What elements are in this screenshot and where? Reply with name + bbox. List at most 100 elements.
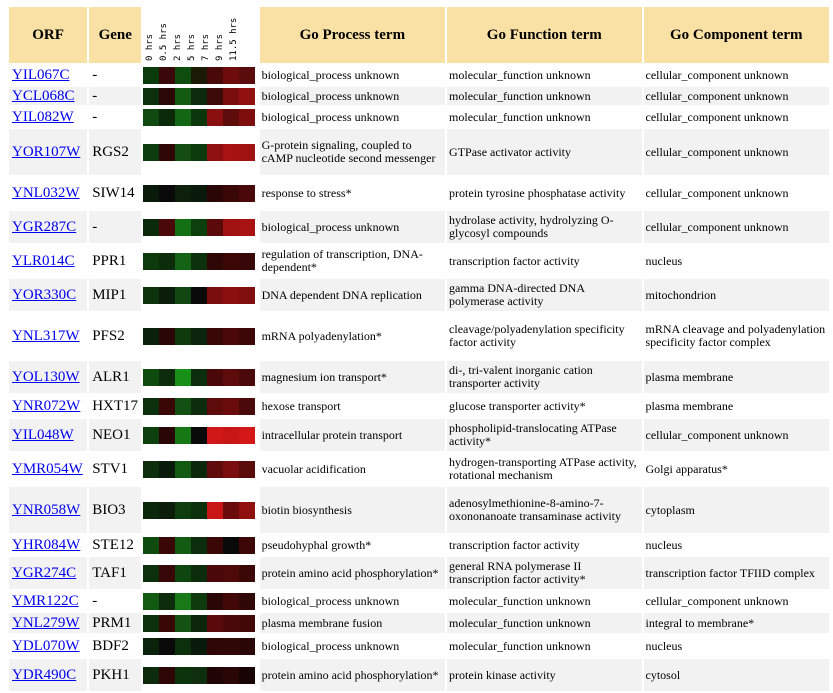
orf-link[interactable]: YNL032W <box>12 184 80 201</box>
heatmap-cell <box>159 536 176 554</box>
orf-link[interactable]: YOR330C <box>12 286 77 303</box>
heatmap-cell <box>223 87 240 105</box>
function-cell: protein tyrosine phosphatase activity <box>449 185 626 200</box>
expression-heatmap <box>143 395 258 417</box>
process-cell: pseudohyphal growth* <box>261 537 372 552</box>
component-cell: Golgi apparatus* <box>645 461 728 476</box>
orf-link[interactable]: YGR287C <box>12 218 77 235</box>
table-row: YOR330C MIP1 DNA dependent DNA replication… <box>9 279 829 311</box>
orf-link[interactable]: YLR014C <box>12 252 75 269</box>
function-cell: cleavage/polyadenylation specificity fac… <box>449 322 625 349</box>
expression-heatmap <box>143 279 258 311</box>
gene-cell: - <box>92 592 98 609</box>
heatmap-cell <box>191 184 208 202</box>
orf-link[interactable]: YHR084W <box>12 536 81 553</box>
orf-cell: YDL070W <box>9 635 87 657</box>
timepoint-text: 0 hrs <box>145 33 156 61</box>
process-cell: biological_process unknown <box>259 211 446 243</box>
heatmap-cell <box>207 252 224 270</box>
process-cell: hexose transport <box>261 398 341 413</box>
orf-link[interactable]: YIL048W <box>12 426 74 443</box>
table-row: YGR274C TAF1 protein amino acid phosphoryl… <box>9 557 829 589</box>
heatmap-cell <box>239 66 256 84</box>
orf-link[interactable]: YOL130W <box>12 368 80 385</box>
heatmap-cell <box>143 66 160 84</box>
heatmap-cell <box>239 592 256 610</box>
orf-link[interactable]: YDR490C <box>12 666 77 683</box>
orf-cell: YHR084W <box>9 535 87 555</box>
expression-heatmap <box>143 659 258 691</box>
heatmap-cell <box>239 252 256 270</box>
expression-heatmap <box>143 535 258 555</box>
heatmap-cell <box>175 666 192 684</box>
heatmap-cell <box>175 286 192 304</box>
heatmap-cell <box>223 501 240 519</box>
expression-heatmap <box>143 557 258 589</box>
heatmap-cell <box>207 536 224 554</box>
heatmap-cell <box>175 397 192 415</box>
heatmap-cell <box>159 184 176 202</box>
orf-link[interactable]: YNL317W <box>12 327 80 344</box>
heatmap-cell <box>207 87 224 105</box>
orf-link[interactable]: YMR122C <box>12 592 79 609</box>
orf-link[interactable]: YDL070W <box>12 637 80 654</box>
expression-heatmap <box>143 107 258 127</box>
heatmap-cell <box>239 87 256 105</box>
heatmap-cell <box>143 666 160 684</box>
orf-link[interactable]: YIL082W <box>12 108 74 125</box>
heatmap-cell <box>143 184 160 202</box>
heatmap-cell <box>239 564 256 582</box>
heatmap-cell <box>159 614 176 632</box>
orf-link[interactable]: YNR058W <box>12 501 81 518</box>
heatmap-cell <box>159 426 176 444</box>
heatmap-cell <box>143 218 160 236</box>
orf-link[interactable]: YNR072W <box>12 397 81 414</box>
orf-link[interactable]: YGR274C <box>12 564 77 581</box>
orf-cell: YDR490C <box>9 659 88 691</box>
process-cell: biotin biosynthesis <box>259 487 446 533</box>
table-row: YMR054W STV1 vacuolar acidification hydroge… <box>9 453 829 485</box>
gene-cell: - <box>92 108 98 125</box>
timepoint-text: 7 hrs <box>201 33 212 61</box>
heatmap-cell <box>191 108 208 126</box>
gene-cell: PKH1 <box>89 659 142 691</box>
heatmap-cell <box>223 327 240 345</box>
orf-link[interactable]: YCL068C <box>12 87 75 104</box>
orf-cell: YLR014C <box>9 245 87 277</box>
heatmap-cell <box>143 252 160 270</box>
heatmap-cell <box>143 536 160 554</box>
expression-heatmap <box>143 591 258 611</box>
table-row: YOL130W ALR1 magnesium ion transport* di-, … <box>9 361 829 393</box>
heatmap-cell <box>159 286 176 304</box>
heatmap-cell <box>159 592 176 610</box>
heatmap-cell <box>159 564 176 582</box>
component-cell: cellular_component unknown <box>645 109 789 124</box>
orf-cell: YOR330C <box>9 279 88 311</box>
heatmap-cell <box>207 637 224 655</box>
heatmap-cell <box>159 501 176 519</box>
process-cell: magnesium ion transport* <box>259 361 446 393</box>
heatmap-cell <box>191 536 208 554</box>
table-row: YNL317W PFS2 mRNA polyadenylation* cleavage… <box>9 313 829 359</box>
heatmap-cell <box>223 66 240 84</box>
orf-cell: YOL130W <box>9 361 88 393</box>
orf-link[interactable]: YNL279W <box>12 614 80 631</box>
heatmap-cell <box>207 592 224 610</box>
heatmap-cell <box>223 252 240 270</box>
heatmap-cell <box>191 564 208 582</box>
process-cell: DNA dependent DNA replication <box>259 279 446 311</box>
heatmap-cell <box>239 397 256 415</box>
heatmap-cell <box>239 637 256 655</box>
heatmap-cell <box>223 426 240 444</box>
timepoint-label: 5 hrs <box>185 7 199 63</box>
orf-link[interactable]: YMR054W <box>12 460 83 477</box>
timepoint-text: 5 hrs <box>187 33 198 61</box>
orf-link[interactable]: YIL067C <box>12 66 70 83</box>
heatmap-cell <box>191 66 208 84</box>
heatmap-cell <box>175 536 192 554</box>
process-cell: biological_process unknown <box>261 638 400 653</box>
heatmap-cell <box>143 87 160 105</box>
orf-link[interactable]: YOR107W <box>12 143 81 160</box>
orf-cell: YMR054W <box>9 453 87 485</box>
heatmap-cell <box>239 286 256 304</box>
